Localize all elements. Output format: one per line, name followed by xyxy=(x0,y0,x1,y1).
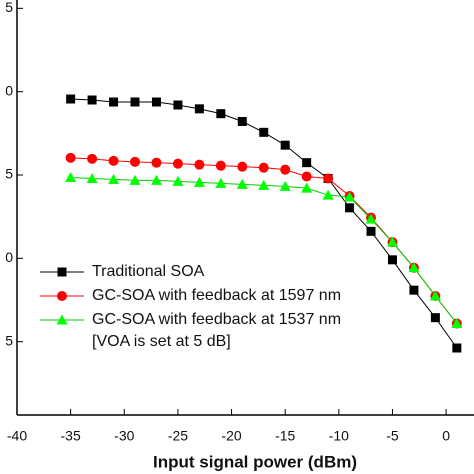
marker xyxy=(87,95,97,105)
marker xyxy=(280,164,291,175)
marker xyxy=(65,172,77,182)
x-tick-label: -15 xyxy=(275,428,295,444)
marker xyxy=(301,171,312,182)
y-tick-label: 0 xyxy=(5,249,13,265)
marker xyxy=(65,152,76,163)
x-axis-label: Input signal power (dBm) xyxy=(153,452,357,471)
legend-note: [VOA is set at 5 dB] xyxy=(92,333,231,350)
marker xyxy=(452,343,462,353)
marker xyxy=(451,318,463,328)
marker xyxy=(236,178,248,189)
legend-label: GC-SOA with feedback at 1537 nm xyxy=(92,311,341,328)
marker xyxy=(194,159,205,170)
x-tick-label: -30 xyxy=(114,428,134,444)
marker xyxy=(172,175,184,186)
marker xyxy=(130,97,140,107)
marker xyxy=(194,104,204,114)
marker xyxy=(322,189,334,200)
marker xyxy=(172,158,183,169)
y-tick-label: 5 xyxy=(5,0,13,15)
x-tick-label: -20 xyxy=(221,428,241,444)
y-tick-label: 0 xyxy=(5,82,13,98)
marker xyxy=(57,291,67,301)
marker xyxy=(130,156,141,167)
x-tick-label: 0 xyxy=(442,428,450,444)
marker xyxy=(150,174,162,185)
legend-label: GC-SOA with feedback at 1597 nm xyxy=(92,287,341,304)
marker xyxy=(345,203,355,213)
y-tick-label: 5 xyxy=(5,166,13,182)
marker xyxy=(258,162,269,173)
marker xyxy=(323,173,334,184)
marker xyxy=(386,236,398,247)
x-tick-label: -5 xyxy=(386,428,399,444)
x-tick-label: -10 xyxy=(329,428,349,444)
marker xyxy=(129,174,141,185)
marker xyxy=(173,100,183,110)
marker xyxy=(387,255,397,265)
marker xyxy=(430,313,440,323)
legend-label: Traditional SOA xyxy=(92,263,205,280)
x-tick-label: -25 xyxy=(168,428,188,444)
marker xyxy=(237,161,248,172)
marker xyxy=(259,127,269,137)
marker xyxy=(366,226,376,236)
x-tick-label: -40 xyxy=(7,428,27,444)
marker xyxy=(151,97,161,107)
marker xyxy=(237,117,247,126)
marker xyxy=(57,267,67,277)
marker xyxy=(66,94,76,104)
marker xyxy=(151,157,162,168)
marker xyxy=(408,262,420,273)
marker xyxy=(409,285,419,295)
marker xyxy=(108,155,119,166)
marker xyxy=(215,177,227,188)
marker xyxy=(302,158,312,168)
marker xyxy=(301,182,313,193)
x-tick-label: -35 xyxy=(61,428,81,444)
marker xyxy=(429,290,441,301)
marker xyxy=(215,160,226,171)
marker xyxy=(279,180,291,191)
marker xyxy=(280,140,290,150)
marker xyxy=(365,213,377,224)
marker xyxy=(86,173,98,183)
marker xyxy=(258,179,270,190)
marker xyxy=(193,176,205,187)
marker xyxy=(56,314,68,325)
marker xyxy=(87,153,98,164)
marker xyxy=(216,109,226,119)
marker xyxy=(109,97,119,107)
marker xyxy=(344,191,356,202)
y-tick-label: 5 xyxy=(5,332,13,348)
marker xyxy=(108,173,120,184)
